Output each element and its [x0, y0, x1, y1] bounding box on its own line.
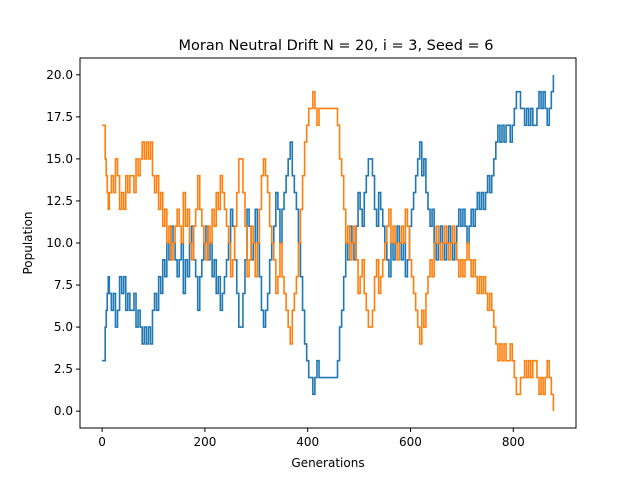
x-axis-ticks: 0 200 400 600 800	[98, 428, 525, 449]
y-tick-label: 20.0	[46, 68, 73, 82]
y-tick-label: 0.0	[54, 404, 73, 418]
y-axis-ticks: 0.0 2.5 5.0 7.5 10.0 12.5 15.0 17.5 20.0	[46, 68, 80, 418]
y-tick-label: 12.5	[46, 194, 73, 208]
x-tick-label: 600	[399, 435, 422, 449]
x-tick-label: 0	[98, 435, 106, 449]
x-tick-label: 800	[502, 435, 525, 449]
y-axis-label: Population	[21, 211, 35, 274]
x-tick-label: 200	[193, 435, 216, 449]
x-tick-label: 400	[296, 435, 319, 449]
y-tick-label: 5.0	[54, 320, 73, 334]
y-tick-label: 2.5	[54, 362, 73, 376]
series-layer	[102, 74, 555, 412]
y-tick-label: 15.0	[46, 152, 73, 166]
plot-area	[102, 74, 555, 412]
x-axis-label: Generations	[291, 456, 364, 470]
y-tick-label: 17.5	[46, 110, 73, 124]
y-tick-label: 7.5	[54, 278, 73, 292]
y-tick-label: 10.0	[46, 236, 73, 250]
chart-title: Moran Neutral Drift N = 20, i = 3, Seed …	[178, 38, 493, 54]
series-line-2	[102, 90, 555, 412]
